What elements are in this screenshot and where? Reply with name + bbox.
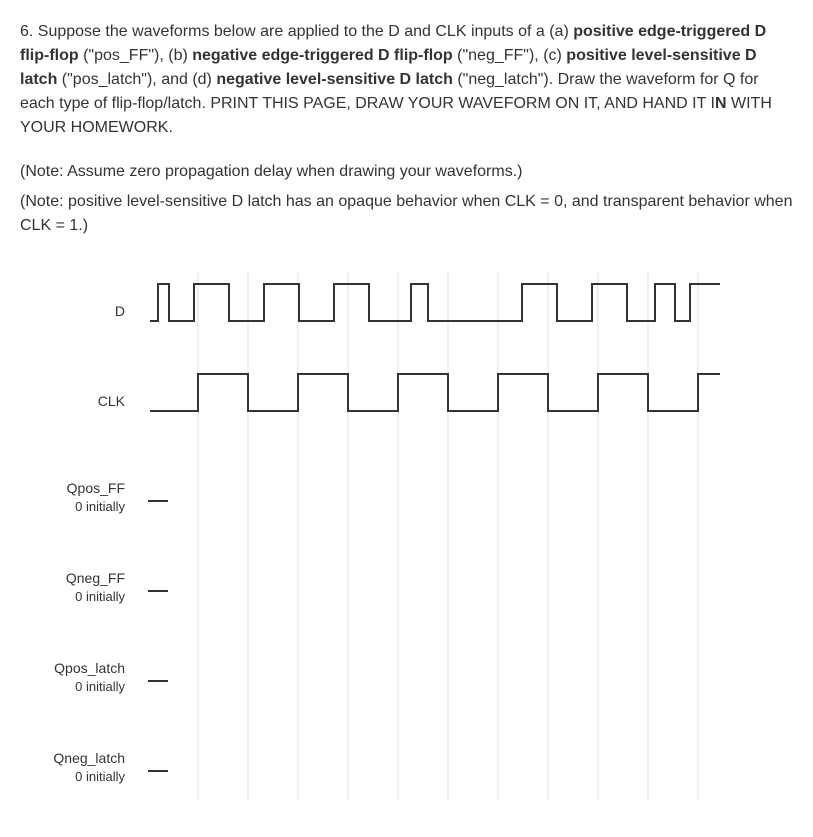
svg-text:Qneg_FF: Qneg_FF [66, 570, 125, 586]
note-1: (Note: Assume zero propagation delay whe… [20, 160, 793, 184]
svg-text:Qpos_latch: Qpos_latch [54, 660, 125, 676]
svg-text:Qpos_FF: Qpos_FF [67, 480, 125, 496]
q-b-bold: negative edge-triggered D flip-flop [192, 47, 452, 64]
question-paragraph: 6. Suppose the waveforms below are appli… [20, 20, 793, 140]
q-prefix: 6. Suppose the waveforms below are appli… [20, 23, 573, 40]
svg-text:CLK: CLK [98, 393, 126, 409]
svg-text:Qneg_latch: Qneg_latch [53, 750, 125, 766]
svg-text:0 initially: 0 initially [75, 679, 125, 694]
svg-text:0 initially: 0 initially [75, 589, 125, 604]
svg-text:0 initially: 0 initially [75, 499, 125, 514]
q-b-paren: ("neg_FF"), (c) [453, 47, 567, 64]
q-c-paren: ("pos_latch"), and (d) [57, 71, 216, 88]
svg-text:0 initially: 0 initially [75, 769, 125, 784]
note-2: (Note: positive level-sensitive D latch … [20, 190, 793, 238]
waveform-diagram: D CLK Qpos_FF 0 initially Qneg_FF 0 initially… [30, 266, 793, 806]
q-in-bold: N [715, 95, 727, 112]
q-a-paren: ("pos_FF"), (b) [79, 47, 193, 64]
svg-text:D: D [115, 303, 125, 319]
q-d-bold: negative level-sensitive D latch [216, 71, 453, 88]
waveform-svg: D CLK Qpos_FF 0 initially Qneg_FF 0 initially… [30, 266, 730, 806]
